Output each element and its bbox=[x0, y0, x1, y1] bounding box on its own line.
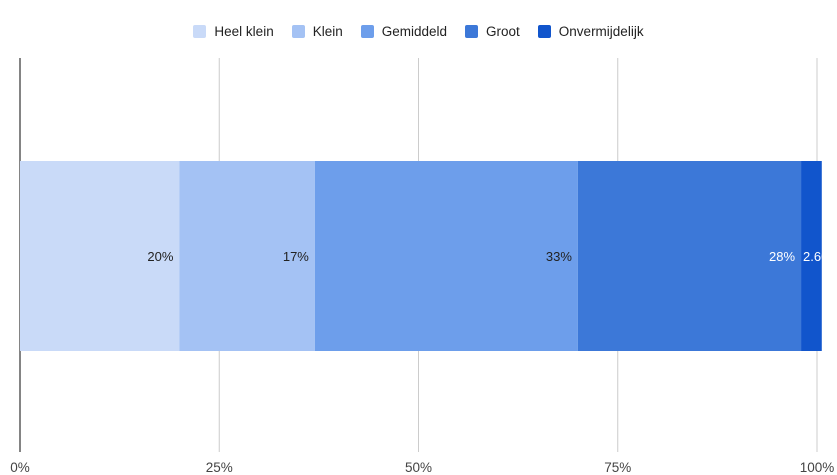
bar-segment bbox=[577, 161, 802, 351]
data-label: 20% bbox=[147, 249, 173, 264]
x-tick-label: 25% bbox=[206, 460, 233, 475]
legend-item: Groot bbox=[465, 24, 520, 39]
legend-swatch bbox=[465, 25, 479, 38]
x-tick-label: 100% bbox=[800, 460, 835, 475]
data-label: 28% bbox=[769, 249, 795, 264]
legend-swatch bbox=[360, 25, 374, 38]
x-tick-label: 50% bbox=[405, 460, 432, 475]
bar-segment bbox=[314, 161, 578, 351]
legend-swatch bbox=[537, 25, 551, 38]
chart-legend: Heel klein Klein Gemiddeld Groot Onvermijdel… bbox=[0, 24, 837, 39]
data-label: 2.60% bbox=[803, 249, 837, 264]
legend-swatch bbox=[193, 25, 207, 38]
data-label: 33% bbox=[546, 249, 572, 264]
legend-item: Onvermijdelijk bbox=[537, 24, 644, 39]
bar-segment bbox=[179, 161, 315, 351]
legend-item: Heel klein bbox=[193, 24, 274, 39]
bar-segment bbox=[20, 161, 180, 351]
legend-label: Groot bbox=[486, 24, 520, 39]
x-tick-label: 75% bbox=[604, 460, 631, 475]
legend-item: Klein bbox=[291, 24, 343, 39]
legend-label: Onvermijdelijk bbox=[558, 24, 644, 39]
data-label: 17% bbox=[283, 249, 309, 264]
legend-item: Gemiddeld bbox=[360, 24, 448, 39]
legend-label: Gemiddeld bbox=[381, 24, 448, 39]
x-tick-label: 0% bbox=[10, 460, 30, 475]
bar-segment bbox=[801, 161, 822, 351]
legend-label: Klein bbox=[312, 24, 343, 39]
legend-label: Heel klein bbox=[214, 24, 274, 39]
legend-swatch bbox=[291, 25, 305, 38]
